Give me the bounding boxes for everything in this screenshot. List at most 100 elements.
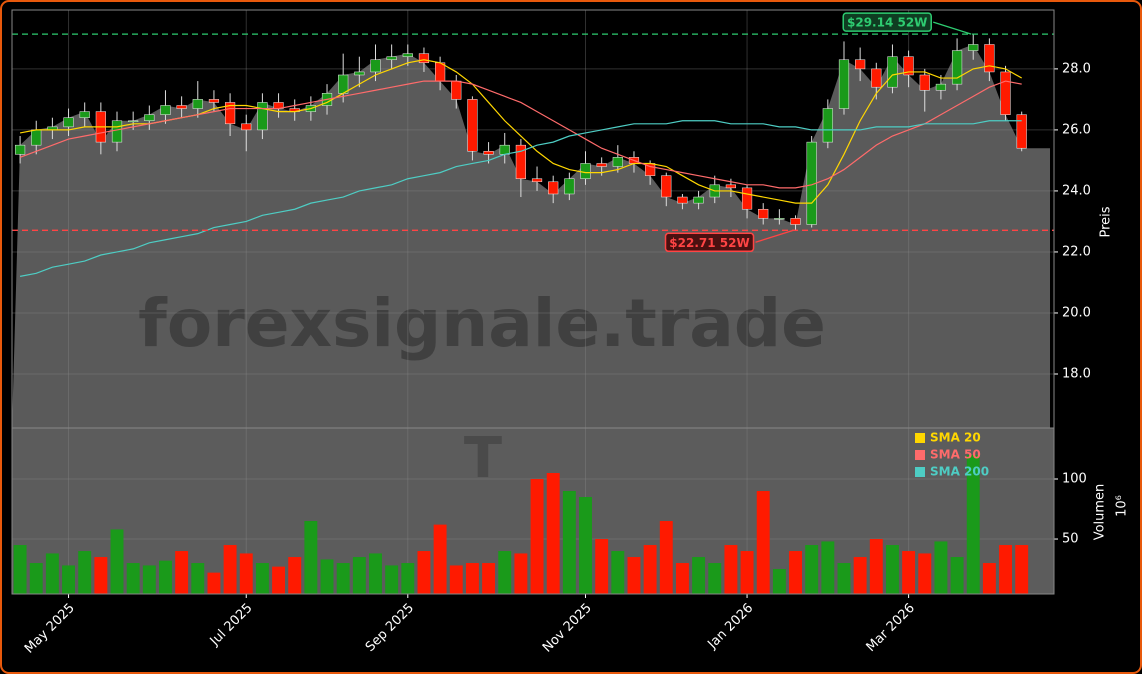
candle-body — [467, 99, 478, 152]
volume-bar — [692, 557, 706, 594]
volume-bar — [126, 563, 140, 594]
volume-bar — [304, 521, 318, 594]
volume-bar — [740, 551, 754, 594]
annotation-arrow — [933, 21, 972, 35]
annotation-label: $29.14 52W — [847, 16, 927, 30]
candle-body — [693, 196, 704, 204]
candle-body — [612, 157, 623, 167]
annotation-label: $22.71 52W — [669, 236, 749, 250]
annotation-box — [664, 232, 755, 253]
candle-body — [741, 187, 753, 210]
candle-body — [224, 102, 236, 125]
price-area — [12, 44, 1050, 429]
volume-bar — [966, 455, 980, 594]
volume-bar — [885, 545, 899, 594]
volume-bar — [449, 565, 463, 594]
candle-body — [951, 50, 963, 85]
candle-body — [79, 111, 90, 118]
volume-bar — [805, 545, 819, 594]
candle-body — [338, 74, 349, 94]
legend-label: SMA 50 — [930, 448, 981, 462]
candle-body — [790, 218, 801, 225]
candle-body — [531, 178, 543, 183]
candle-body — [774, 218, 785, 220]
volume-bar — [1015, 545, 1029, 594]
volume-bar — [239, 553, 253, 594]
candle-body — [257, 102, 268, 131]
volume-bar — [62, 565, 76, 594]
candle-body — [548, 181, 559, 195]
volume-bar — [950, 557, 964, 594]
candle-body — [968, 44, 979, 51]
legend-label: SMA 20 — [930, 431, 981, 445]
logo: T — [464, 426, 502, 491]
candle-body — [483, 151, 494, 155]
watermark: forexsignale.trade — [138, 285, 826, 362]
candle-body — [887, 56, 898, 88]
candle-body — [919, 74, 930, 91]
annotation-arrow — [755, 229, 794, 243]
volume-bar — [352, 557, 366, 594]
candle-body — [661, 175, 672, 198]
volume-bar — [498, 551, 512, 594]
legend-label: SMA 200 — [930, 465, 989, 479]
candle-body — [192, 99, 203, 109]
volume-bar — [934, 541, 948, 594]
y-tick-label: 22.0 — [1062, 244, 1091, 259]
volume-bar — [207, 572, 221, 594]
sma-line — [19, 80, 1022, 189]
candle-body — [128, 120, 139, 123]
candle-body — [838, 59, 850, 109]
candle-body — [758, 208, 769, 219]
volume-bar — [982, 563, 996, 594]
candle-body — [871, 68, 882, 88]
volume-bar — [191, 563, 205, 594]
y-tick-label: 18.0 — [1062, 366, 1091, 381]
candle-body — [63, 117, 74, 128]
candle-body — [903, 56, 914, 76]
volume-axis-label: Volumen — [1093, 484, 1108, 541]
candle-body — [515, 144, 526, 179]
legend-swatch — [915, 450, 925, 460]
candle-body — [564, 178, 575, 195]
volume-bar — [659, 521, 673, 594]
volume-bar — [869, 539, 883, 594]
volume-bar — [789, 551, 802, 594]
volume-bar — [611, 551, 625, 594]
volume-bar — [579, 497, 592, 594]
volume-bar — [837, 563, 851, 594]
candle-body — [725, 184, 736, 189]
y-tick-label: 24.0 — [1062, 183, 1091, 198]
candle-body — [984, 44, 995, 73]
volume-bar — [562, 491, 576, 594]
volume-bar — [417, 551, 431, 594]
volume-bar — [772, 569, 786, 594]
candle-body — [402, 53, 413, 57]
volume-bar — [918, 553, 932, 594]
volume-bar — [433, 524, 447, 594]
candle-body — [370, 59, 381, 73]
y-tick-label: 20.0 — [1062, 305, 1091, 320]
volume-bar — [465, 563, 479, 594]
candle-body — [160, 105, 171, 115]
sma-line — [19, 120, 1022, 277]
volume-bar — [110, 529, 124, 594]
volume-bar — [675, 563, 689, 594]
volume-bar — [821, 541, 835, 594]
candle-body — [111, 120, 123, 143]
legend-swatch — [915, 467, 925, 477]
candle-body — [435, 62, 446, 82]
candle-body — [176, 105, 187, 109]
candle-body — [208, 99, 220, 103]
y-tick-label: 50 — [1062, 532, 1079, 547]
volume-bar — [159, 560, 172, 594]
candle-body — [935, 83, 947, 91]
candle-body — [677, 196, 688, 204]
candle-body — [1016, 114, 1027, 149]
y-tick-label: 100 — [1062, 472, 1087, 487]
volume-bar — [255, 563, 269, 594]
candle-body — [596, 163, 607, 167]
volume-bar — [45, 553, 59, 594]
candle-body — [499, 144, 510, 155]
